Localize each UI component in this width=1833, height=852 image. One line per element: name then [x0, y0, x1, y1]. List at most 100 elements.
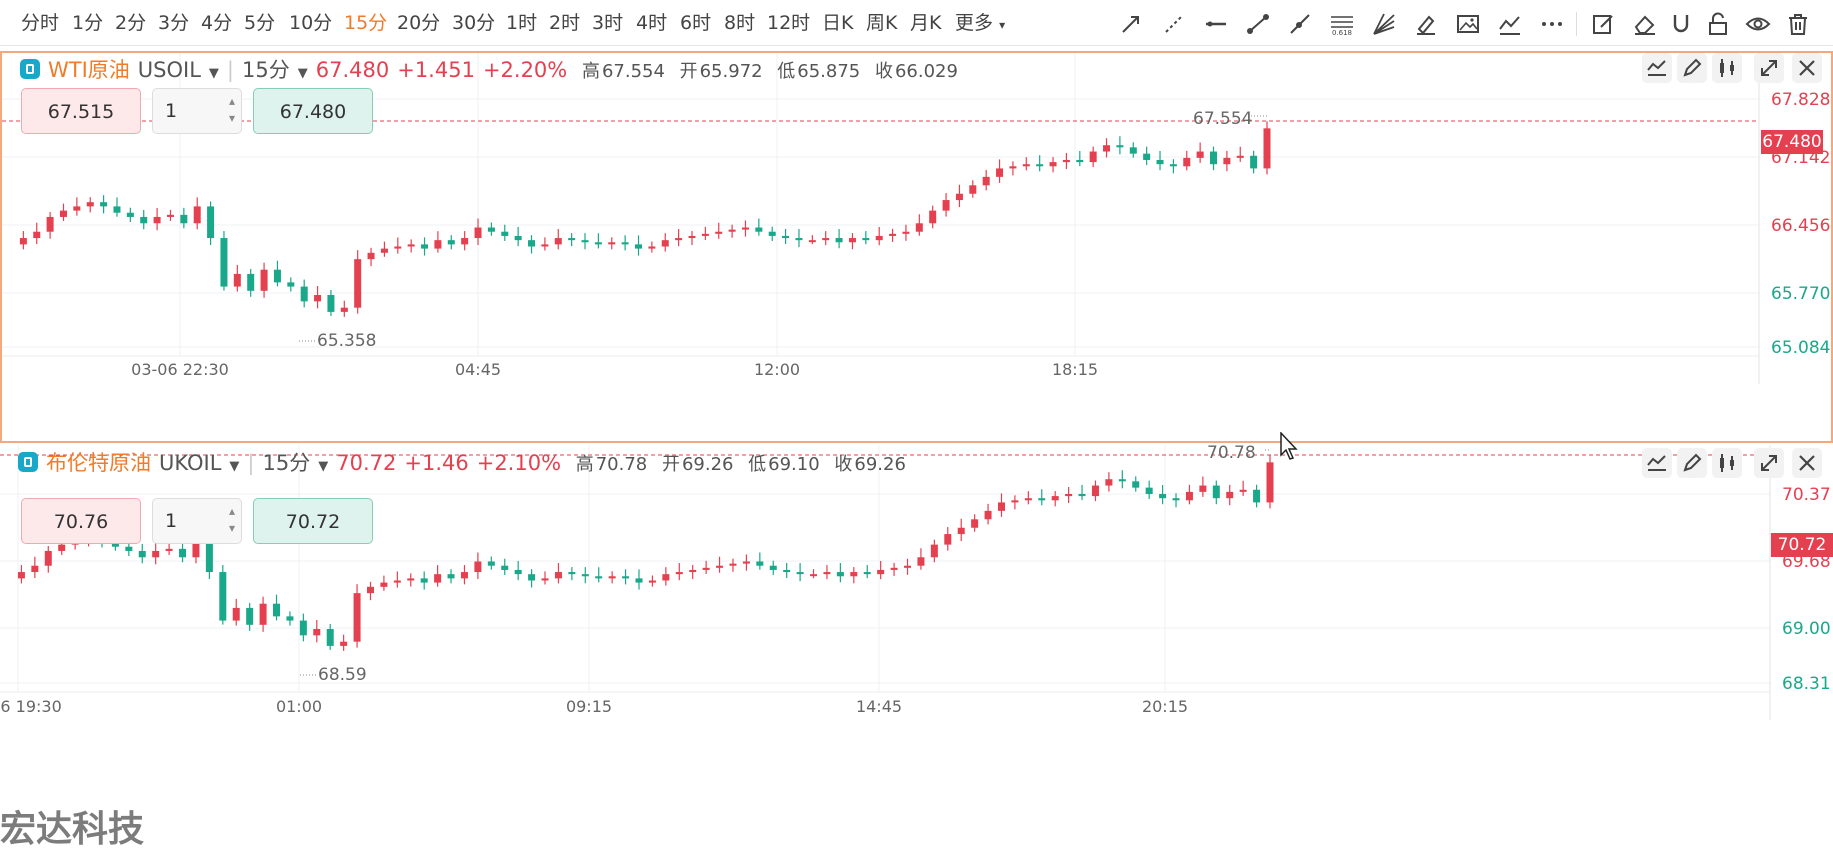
candle-body: [1009, 166, 1017, 169]
dashed-line-icon[interactable]: [1161, 11, 1187, 37]
interval-select[interactable]: 15分: [242, 58, 290, 82]
candle-body: [220, 238, 228, 287]
candle-body: [1212, 485, 1220, 499]
quantity-stepper[interactable]: 1: [152, 88, 242, 134]
time-tick-label: 18:15: [1052, 360, 1098, 379]
close-icon[interactable]: [1792, 53, 1822, 83]
candle-body: [1049, 162, 1057, 167]
tf-6h[interactable]: 6时: [680, 12, 712, 34]
tf-30m[interactable]: 30分: [452, 12, 496, 34]
fib-label: 0.618: [1332, 29, 1352, 37]
tf-4m[interactable]: 4分: [201, 12, 233, 34]
fan-icon[interactable]: [1371, 11, 1397, 37]
candle-body: [58, 544, 66, 551]
tf-1h[interactable]: 1时: [506, 12, 538, 34]
candlestick-chart-brent[interactable]: 71.05 70.37 69.68 69.00 68.31 6-06 19:30 01:00…: [0, 445, 1833, 838]
ray-icon[interactable]: [1287, 11, 1313, 37]
close-icon[interactable]: [1792, 448, 1822, 478]
instrument-symbol[interactable]: USOIL: [137, 58, 201, 82]
image-icon[interactable]: [1455, 11, 1481, 37]
tf-12h[interactable]: 12时: [767, 12, 811, 34]
candle-body: [501, 231, 509, 236]
quantity-stepper[interactable]: 1: [152, 498, 242, 544]
tf-8h[interactable]: 8时: [724, 12, 756, 34]
divider: |: [226, 58, 234, 82]
chevron-down-icon: ▾: [999, 18, 1006, 32]
close-value: 69.26: [854, 454, 906, 475]
chart-panel-wti[interactable]: 67.828 67.142 66.456 65.770 65.084 03-06 22:3…: [0, 51, 1833, 443]
candle-body: [969, 185, 977, 194]
expand-icon[interactable]: [1754, 448, 1784, 478]
candle-body: [835, 238, 843, 243]
candle-body: [501, 565, 509, 570]
tf-3m[interactable]: 3分: [158, 12, 190, 34]
chevron-down-icon[interactable]: ▼: [229, 459, 240, 474]
buy-button[interactable]: 70.72: [253, 498, 373, 544]
sell-button[interactable]: 70.76: [21, 498, 141, 544]
candle-body: [1159, 493, 1167, 499]
draw-pen-icon[interactable]: [1677, 448, 1707, 478]
tf-5m[interactable]: 5分: [244, 12, 276, 34]
candle-body: [915, 223, 923, 232]
candle-body: [1038, 498, 1046, 501]
interval-select[interactable]: 15分: [262, 451, 311, 475]
tf-2m[interactable]: 2分: [115, 12, 147, 34]
buy-button[interactable]: 67.480: [253, 88, 373, 134]
fibonacci-icon[interactable]: 0.618: [1329, 11, 1355, 37]
sell-button[interactable]: 67.515: [21, 88, 141, 134]
candle-body: [314, 295, 322, 302]
grid: [2, 53, 1760, 384]
tf-week[interactable]: 周K: [866, 12, 898, 34]
chevron-down-icon[interactable]: ▼: [297, 66, 308, 81]
candle-body: [822, 238, 830, 241]
tf-2h[interactable]: 2时: [549, 12, 581, 34]
chevron-down-icon[interactable]: ▼: [208, 66, 219, 81]
instrument-name[interactable]: 布伦特原油: [46, 451, 151, 475]
candle-body: [140, 216, 148, 224]
candle-body: [1103, 145, 1111, 152]
candle-type-icon[interactable]: [1712, 448, 1742, 478]
tf-minute[interactable]: 分时: [21, 12, 60, 34]
tf-4h[interactable]: 4时: [636, 12, 668, 34]
magnet-icon[interactable]: [1668, 11, 1694, 37]
indicator-icon[interactable]: [1642, 53, 1672, 83]
lock-icon[interactable]: [1705, 11, 1731, 37]
instrument-symbol[interactable]: UKOIL: [159, 451, 222, 475]
eye-icon[interactable]: [1745, 11, 1771, 37]
tf-day[interactable]: 日K: [822, 12, 854, 34]
more-dots-icon[interactable]: [1539, 11, 1565, 37]
candle-body: [421, 244, 429, 249]
expand-icon[interactable]: [1754, 53, 1784, 83]
time-tick-label: 14:45: [856, 697, 902, 716]
candle-type-icon[interactable]: [1712, 53, 1742, 83]
draw-pen-icon[interactable]: [1677, 53, 1707, 83]
eraser-icon[interactable]: [1632, 11, 1658, 37]
tf-20m[interactable]: 20分: [397, 12, 441, 34]
segment-icon[interactable]: [1245, 11, 1271, 37]
arrow-line-icon[interactable]: [1118, 11, 1144, 37]
trend-icon[interactable]: [1497, 11, 1523, 37]
candle-body: [1062, 159, 1070, 163]
time-tick-label: 09:15: [566, 697, 612, 716]
tf-month[interactable]: 月K: [910, 12, 942, 34]
instrument-name[interactable]: WTI原油: [48, 58, 130, 82]
tf-10m[interactable]: 10分: [289, 12, 333, 34]
trash-icon[interactable]: [1785, 11, 1811, 37]
note-icon[interactable]: [1590, 11, 1616, 37]
brush-icon[interactable]: [1413, 11, 1439, 37]
candle-body: [622, 576, 630, 579]
candle-body: [1185, 491, 1193, 501]
tf-3h[interactable]: 3时: [592, 12, 624, 34]
tf-1m[interactable]: 1分: [72, 12, 104, 34]
candle-body: [1105, 479, 1113, 486]
indicator-icon[interactable]: [1642, 448, 1672, 478]
tf-15m[interactable]: 15分: [344, 12, 388, 34]
chart-panel-brent[interactable]: 71.05 70.37 69.68 69.00 68.31 6-06 19:30 01:00…: [0, 445, 1833, 838]
candle-body: [1143, 153, 1151, 160]
tf-more[interactable]: 更多 ▾: [955, 0, 1005, 46]
horizontal-line-icon[interactable]: [1203, 11, 1229, 37]
candle-body: [434, 240, 442, 249]
change-percent: +2.20%: [482, 58, 568, 82]
chevron-down-icon[interactable]: ▼: [318, 459, 329, 474]
